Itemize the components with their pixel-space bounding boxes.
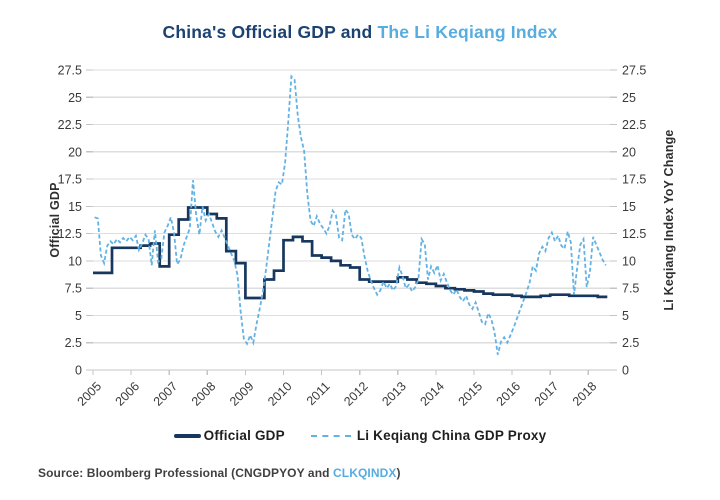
y-tick-label-right: 25	[622, 91, 636, 105]
series-line-li-keqiang-china-gdp-proxy	[94, 74, 607, 355]
y-tick-label-left: 0	[75, 364, 82, 378]
legend-solid-line-icon	[173, 433, 201, 438]
y-axis-title-left: Official GDP	[48, 182, 62, 257]
y-tick-label-right: 20	[622, 145, 636, 159]
legend-label-li-keqiang-proxy: Li Keqiang China GDP Proxy	[356, 428, 547, 443]
y-tick-label-right: 10	[622, 254, 636, 268]
y-tick-label-right: 7.5	[622, 282, 639, 296]
y-tick-label-left: 17.5	[58, 173, 82, 187]
x-tick-label: 2012	[341, 379, 371, 409]
y-tick-label-right: 22.5	[622, 118, 646, 132]
chart-title-gdp-part: China's Official GDP and	[162, 22, 378, 42]
x-tick-label: 2015	[456, 379, 486, 409]
x-tick-label: 2008	[189, 379, 219, 409]
y-tick-label-left: 12.5	[58, 227, 82, 241]
y-tick-label-right: 17.5	[622, 173, 646, 187]
chart-title-lkq-part: The Li Keqiang Index	[377, 22, 558, 42]
source-prefix: Source: Bloomberg Professional (CNGDPYOY…	[38, 466, 333, 480]
legend-label-official-gdp: Official GDP	[203, 428, 285, 443]
x-tick-label: 2006	[113, 379, 143, 409]
y-tick-label-right: 2.5	[622, 336, 639, 350]
series-line-official-gdp	[93, 206, 608, 300]
legend-item-li-keqiang-proxy: Li Keqiang China GDP Proxy	[310, 428, 547, 443]
y-tick-label-right: 0	[622, 364, 629, 378]
y-tick-label-left: 7.5	[65, 282, 82, 296]
source-ticker: CLKQINDX	[333, 466, 397, 480]
y-tick-label-left: 5	[75, 309, 82, 323]
x-tick-label: 2010	[265, 379, 295, 409]
x-tick-label: 2018	[570, 379, 600, 409]
legend-item-official-gdp: Official GDP	[173, 428, 285, 443]
y-tick-label-right: 12.5	[622, 227, 646, 241]
x-tick-label: 2007	[151, 379, 181, 409]
legend-dashed-line-icon	[310, 434, 351, 437]
y-tick-label-left: 25	[68, 91, 82, 105]
y-tick-label-right: 5	[622, 309, 629, 323]
x-tick-label: 2005	[75, 379, 105, 409]
y-axis-title-right: Li Keqiang Index YoY Change	[662, 129, 676, 310]
x-tick-label: 2016	[494, 379, 524, 409]
y-tick-label-left: 20	[68, 145, 82, 159]
y-tick-label-right: 15	[622, 200, 636, 214]
x-tick-label: 2013	[379, 379, 409, 409]
x-tick-label: 2017	[532, 379, 562, 409]
y-tick-label-left: 10	[68, 254, 82, 268]
y-tick-label-left: 2.5	[65, 336, 82, 350]
x-tick-label: 2009	[227, 379, 257, 409]
y-tick-label-left: 15	[68, 200, 82, 214]
x-tick-label: 2011	[304, 379, 333, 408]
y-tick-label-left: 27.5	[58, 64, 82, 78]
source-note: Source: Bloomberg Professional (CNGDPYOY…	[38, 466, 401, 480]
chart-legend: Official GDP Li Keqiang China GDP Proxy	[0, 428, 720, 443]
source-suffix: )	[396, 466, 401, 480]
x-tick-label: 2014	[417, 379, 447, 409]
y-tick-label-right: 27.5	[622, 64, 646, 78]
y-tick-label-left: 22.5	[58, 118, 82, 132]
chart-title: China's Official GDP and The Li Keqiang …	[0, 22, 720, 43]
